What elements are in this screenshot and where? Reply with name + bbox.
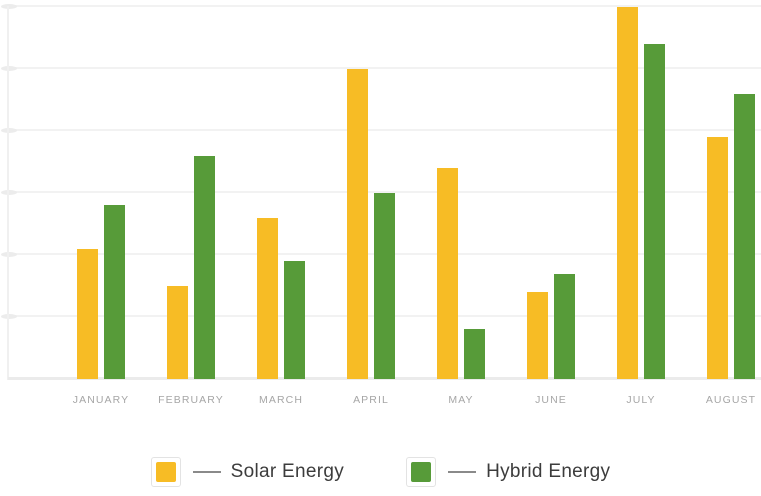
legend-swatch-box: [406, 457, 437, 487]
bar-solar-energy-july[interactable]: [617, 7, 638, 379]
category-label-february: FEBRUARY: [158, 394, 224, 406]
category-label-june: JUNE: [535, 394, 567, 406]
chart-legend: Solar Energy Hybrid Energy: [0, 457, 761, 487]
legend-item-hybrid-energy[interactable]: Hybrid Energy: [406, 457, 610, 487]
gridline: [8, 5, 761, 7]
bar-hybrid-energy-may[interactable]: [464, 329, 485, 379]
bar-hybrid-energy-march[interactable]: [284, 261, 305, 379]
bar-hybrid-energy-february[interactable]: [194, 155, 215, 379]
legend-dash-icon: [192, 471, 221, 473]
category-label-march: MARCH: [259, 394, 303, 406]
y-axis-tick-icon: [1, 3, 17, 9]
bar-solar-energy-march[interactable]: [257, 217, 278, 379]
y-axis-tick-icon: [1, 189, 17, 195]
legend-item-solar-energy[interactable]: Solar Energy: [150, 457, 345, 487]
y-axis-tick-icon: [1, 313, 17, 319]
legend-label-solar-energy: Solar Energy: [230, 461, 345, 482]
bar-solar-energy-june[interactable]: [527, 292, 548, 379]
bar-hybrid-energy-june[interactable]: [554, 273, 575, 379]
bar-hybrid-energy-april[interactable]: [374, 193, 395, 379]
y-axis-tick-icon: [1, 251, 17, 257]
bar-solar-energy-may[interactable]: [437, 168, 458, 379]
category-label-april: APRIL: [353, 394, 389, 406]
y-axis-tick-icon: [1, 65, 17, 71]
category-label-july: JULY: [626, 394, 656, 406]
bar-hybrid-energy-january[interactable]: [104, 205, 125, 379]
legend-swatch-box: [150, 457, 181, 487]
legend-dash-icon: [448, 471, 477, 473]
gridline: [8, 129, 761, 131]
bar-solar-energy-april[interactable]: [347, 69, 368, 379]
bar-solar-energy-january[interactable]: [77, 248, 98, 379]
y-axis-tick-icon: [1, 127, 17, 133]
category-label-may: MAY: [448, 394, 474, 406]
category-label-january: JANUARY: [72, 394, 130, 406]
bar-solar-energy-august[interactable]: [707, 137, 728, 379]
legend-label-hybrid-energy: Hybrid Energy: [486, 461, 611, 482]
gridline: [8, 191, 761, 193]
gridline: [8, 67, 761, 69]
bar-solar-energy-february[interactable]: [167, 286, 188, 379]
category-label-august: AUGUST: [705, 394, 757, 406]
hybrid-energy-swatch-icon: [411, 462, 432, 482]
y-axis-line: [7, 6, 9, 380]
bar-hybrid-energy-july[interactable]: [644, 44, 665, 379]
bar-hybrid-energy-august[interactable]: [734, 93, 755, 379]
solar-energy-swatch-icon: [155, 462, 176, 482]
